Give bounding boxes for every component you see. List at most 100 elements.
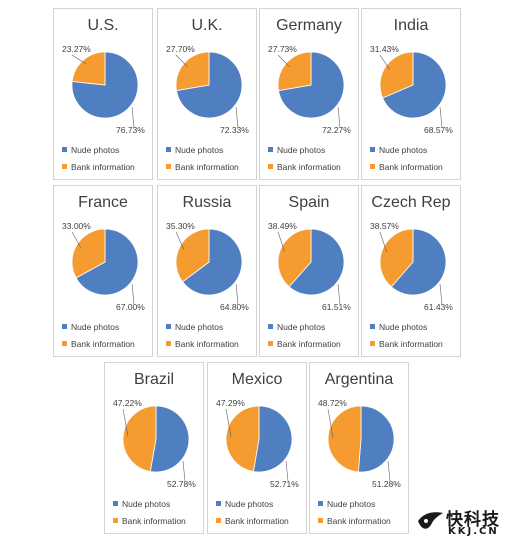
legend-item-nude-photos: Nude photos xyxy=(62,322,119,332)
legend-swatch xyxy=(370,164,375,170)
legend-swatch xyxy=(62,324,67,330)
pie-chart: 27.70% 72.33% xyxy=(166,44,249,135)
watermark: 快科技 KKJ.CN xyxy=(416,505,514,539)
data-label-bank-information: 23.27% xyxy=(62,44,91,54)
legend-swatch xyxy=(370,324,375,330)
data-label-nude-photos: 51.28% xyxy=(372,479,401,489)
chart-panel-brazil: Brazil 47.22% 52.78% Nude photos Bank inform… xyxy=(104,362,204,534)
legend-label: Bank information xyxy=(225,516,289,526)
leader-line-bank xyxy=(327,408,334,438)
legend-item-nude-photos: Nude photos xyxy=(370,145,427,155)
legend-item-nude-photos: Nude photos xyxy=(370,322,427,332)
legend-swatch xyxy=(113,501,118,507)
legend-label: Bank information xyxy=(327,516,391,526)
legend-swatch xyxy=(370,341,375,347)
legend-item-bank-information: Bank information xyxy=(370,339,443,349)
data-label-nude-photos: 52.78% xyxy=(167,479,196,489)
legend-item-bank-information: Bank information xyxy=(62,162,135,172)
chart-panel-india: India 31.43% 68.57% Nude photos Bank informa… xyxy=(361,8,461,180)
pie-chart: 48.72% 51.28% xyxy=(318,398,401,489)
pie-slice-bank-information xyxy=(175,51,210,92)
data-label-nude-photos: 64.80% xyxy=(220,302,249,312)
chart-panel-germany: Germany 27.73% 72.27% Nude photos Bank infor… xyxy=(259,8,359,180)
chart-title: Mexico xyxy=(231,371,283,388)
pie-slice-nude-photos xyxy=(382,51,447,119)
legend-swatch xyxy=(216,501,221,507)
data-label-bank-information: 38.49% xyxy=(268,221,297,231)
data-label-nude-photos: 67.00% xyxy=(116,302,145,312)
legend-swatch xyxy=(370,147,375,153)
leader-line-nude xyxy=(131,106,135,128)
data-label-nude-photos: 61.51% xyxy=(322,302,351,312)
leader-line-bank xyxy=(277,231,286,253)
legend-label: Nude photos xyxy=(71,145,120,155)
leader-line-nude xyxy=(439,106,443,128)
legend-swatch xyxy=(318,501,323,507)
legend-label: Nude photos xyxy=(379,322,428,332)
chart-panel-argentina: Argentina 48.72% 51.28% Nude photos Bank inf… xyxy=(309,362,409,534)
chart-title: Argentina xyxy=(324,371,394,388)
pie-slice-nude-photos xyxy=(182,228,243,296)
chart-panel-russia: Russia 35.30% 64.80% Nude photos Bank inform… xyxy=(157,185,257,357)
legend-swatch xyxy=(268,324,273,330)
chart-title: Spain xyxy=(288,194,330,211)
legend-item-nude-photos: Nude photos xyxy=(216,499,273,509)
bird-logo-icon xyxy=(418,512,443,529)
pie-slice-bank-information xyxy=(225,405,260,472)
leader-line-nude xyxy=(337,283,341,305)
pie-slice-bank-information xyxy=(327,405,362,473)
legend-swatch xyxy=(268,341,273,347)
chart-title: India xyxy=(393,17,429,34)
pie-slice-bank-information xyxy=(71,228,106,279)
legend-label: Bank information xyxy=(122,516,186,526)
data-label-bank-information: 27.70% xyxy=(166,44,195,54)
leader-line-nude xyxy=(439,283,443,305)
legend-swatch xyxy=(113,518,118,524)
legend-item-bank-information: Bank information xyxy=(370,162,443,172)
pie-slice-nude-photos xyxy=(149,405,190,473)
data-label-bank-information: 47.22% xyxy=(113,398,142,408)
legend-label: Bank information xyxy=(277,162,341,172)
legend-item-nude-photos: Nude photos xyxy=(318,499,375,509)
data-label-nude-photos: 68.57% xyxy=(424,125,453,135)
pie-chart: 47.22% 52.78% xyxy=(113,398,196,489)
legend-item-nude-photos: Nude photos xyxy=(166,145,223,155)
legend-label: Bank information xyxy=(379,162,443,172)
legend-item-nude-photos: Nude photos xyxy=(113,499,170,509)
data-label-nude-photos: 76.73% xyxy=(116,125,145,135)
pie-chart: 38.57% 61.43% xyxy=(370,221,453,312)
pie-slice-bank-information xyxy=(71,51,106,86)
pie-chart: 31.43% 68.57% xyxy=(370,44,453,135)
pie-chart: 23.27% 76.73% xyxy=(62,44,145,135)
leader-line-bank xyxy=(71,54,87,65)
leader-line-bank xyxy=(175,54,188,68)
pie-slice-bank-information xyxy=(277,228,312,288)
leader-line-nude xyxy=(235,106,239,128)
legend-item-bank-information: Bank information xyxy=(166,162,239,172)
chart-title: U.K. xyxy=(191,17,223,34)
data-label-bank-information: 31.43% xyxy=(370,44,399,54)
chart-panel-france: France 33.00% 67.00% Nude photos Bank inform… xyxy=(53,185,153,357)
chart-panel-spain: Spain 38.49% 61.51% Nude photos Bank informa… xyxy=(259,185,359,357)
chart-panel-u-s: U.S. 23.27% 76.73% Nude photos Bank informat… xyxy=(53,8,153,180)
legend-label: Bank information xyxy=(71,339,135,349)
data-label-bank-information: 47.29% xyxy=(216,398,245,408)
pie-chart: 33.00% 67.00% xyxy=(62,221,145,312)
legend-label: Bank information xyxy=(71,162,135,172)
pie-chart: 47.29% 52.71% xyxy=(216,398,299,489)
legend-swatch xyxy=(166,147,171,153)
data-label-bank-information: 27.73% xyxy=(268,44,297,54)
legend-swatch xyxy=(318,518,323,524)
legend-swatch xyxy=(166,164,171,170)
data-label-nude-photos: 72.33% xyxy=(220,125,249,135)
watermark-cn-text: 快科技 xyxy=(446,510,500,530)
legend-item-bank-information: Bank information xyxy=(166,339,239,349)
legend-swatch xyxy=(166,341,171,347)
chart-title: U.S. xyxy=(87,17,119,34)
leader-line-nude xyxy=(131,283,135,305)
pie-slice-nude-photos xyxy=(357,405,395,473)
legend-label: Nude photos xyxy=(277,145,326,155)
data-label-bank-information: 33.00% xyxy=(62,221,91,231)
legend-item-bank-information: Bank information xyxy=(113,516,186,526)
legend-item-nude-photos: Nude photos xyxy=(268,322,325,332)
